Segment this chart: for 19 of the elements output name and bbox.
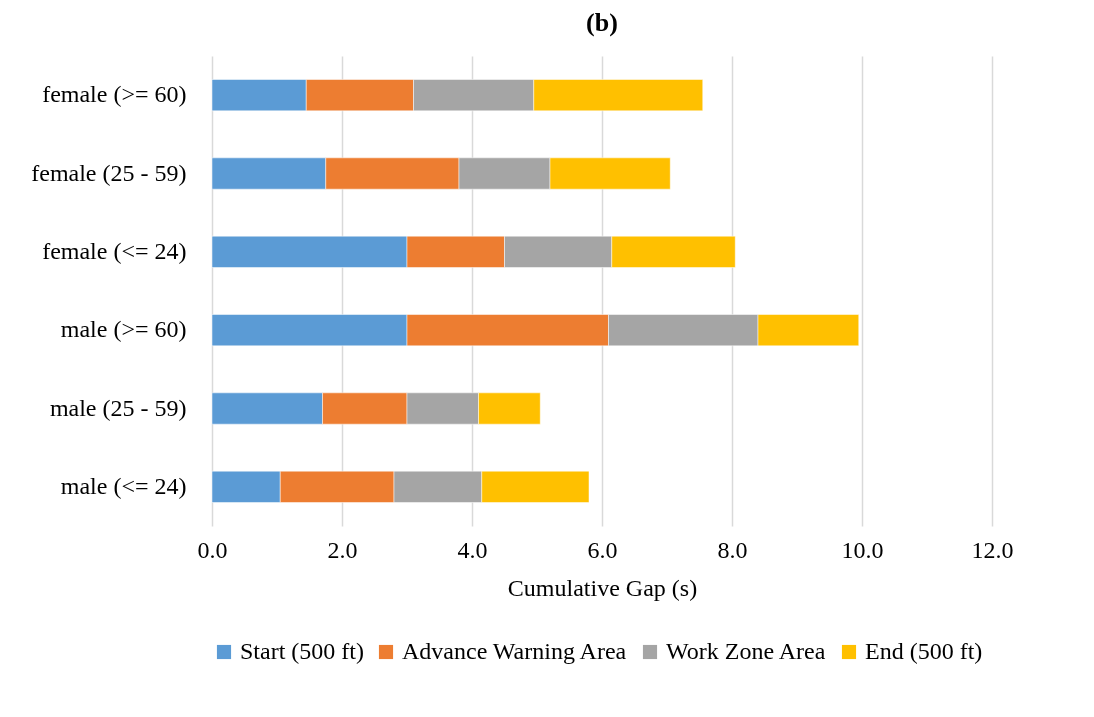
x-tick-label: 8.0 xyxy=(717,536,748,563)
y-tick-label: male (<= 24) xyxy=(60,472,187,499)
chart-title: (b) xyxy=(586,8,618,37)
x-tick-label: 10.0 xyxy=(841,536,884,563)
x-tick-label: 4.0 xyxy=(457,536,488,563)
y-tick-label: female (>= 60) xyxy=(42,81,187,108)
x-axis-title: Cumulative Gap (s) xyxy=(507,574,698,601)
y-tick-label: female (<= 24) xyxy=(42,237,187,264)
x-tick-label: 6.0 xyxy=(587,536,618,563)
legend-label: Work Zone Area xyxy=(666,638,826,664)
x-tick-label: 2.0 xyxy=(327,536,358,563)
legend-label: Start (500 ft) xyxy=(240,638,364,664)
y-tick-label: female (25 - 59) xyxy=(31,159,187,186)
legend-label: End (500 ft) xyxy=(865,638,983,664)
y-tick-label: male (25 - 59) xyxy=(49,394,187,421)
legend-label: Advance Warning Area xyxy=(402,638,627,664)
y-tick-label: male (>= 60) xyxy=(60,316,187,343)
x-tick-label: 12.0 xyxy=(971,536,1014,563)
x-tick-label: 0.0 xyxy=(197,536,228,563)
